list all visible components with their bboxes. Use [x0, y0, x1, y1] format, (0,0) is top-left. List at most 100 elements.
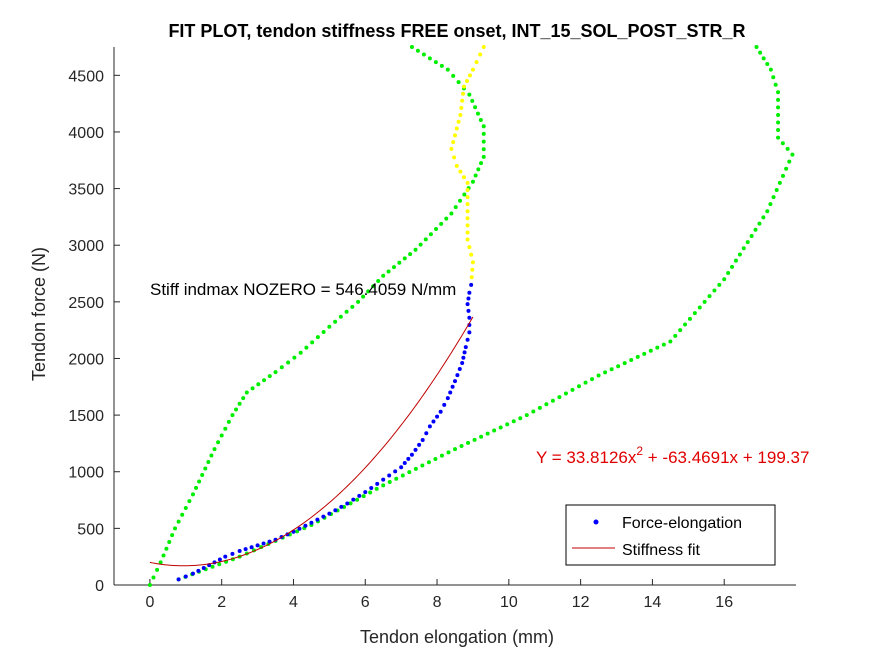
x-tick-label: 6: [361, 594, 370, 611]
data-point: [321, 514, 326, 519]
stiffness-fit-line: [149, 316, 474, 567]
data-point: [421, 52, 426, 57]
x-tick-label: 16: [715, 594, 733, 611]
data-point: [147, 583, 152, 587]
fit-equation-rest: + -63.4691x + 199.37: [643, 448, 809, 467]
data-point: [194, 485, 199, 490]
data-point: [210, 564, 215, 569]
data-point: [478, 52, 483, 57]
data-point: [376, 279, 381, 284]
data-point: [498, 425, 503, 430]
data-point: [369, 485, 374, 490]
data-point: [466, 440, 471, 445]
data-point: [345, 501, 350, 506]
data-point: [472, 437, 477, 442]
data-point: [683, 322, 688, 327]
data-point: [459, 443, 464, 448]
data-point: [476, 167, 481, 172]
data-point: [603, 370, 608, 375]
data-point: [397, 260, 402, 265]
data-point: [470, 267, 475, 272]
data-point: [733, 258, 738, 263]
data-point: [481, 131, 486, 136]
data-point: [164, 546, 169, 551]
data-point: [455, 373, 460, 378]
data-point: [481, 124, 486, 129]
data-point: [737, 252, 742, 257]
data-point: [158, 560, 163, 565]
data-point: [464, 78, 469, 83]
data-point: [428, 232, 433, 237]
data-point: [563, 391, 568, 396]
data-point: [505, 422, 510, 427]
data-point: [771, 75, 776, 80]
data-point: [461, 91, 466, 96]
data-point: [423, 237, 428, 242]
data-point: [583, 380, 588, 385]
data-point: [470, 260, 475, 265]
data-point: [217, 557, 222, 562]
data-point: [531, 409, 536, 414]
data-point: [469, 252, 474, 257]
data-point: [771, 195, 776, 200]
data-point: [465, 237, 470, 242]
data-point: [368, 490, 373, 495]
data-point: [467, 290, 472, 295]
data-point: [451, 73, 456, 78]
data-point: [445, 396, 450, 401]
data-point: [776, 112, 781, 117]
data-point: [470, 67, 475, 72]
data-point: [435, 414, 440, 419]
y-axis-label: Tendon force (N): [29, 247, 49, 381]
x-axis-label: Tendon elongation (mm): [360, 627, 554, 647]
data-point: [749, 233, 754, 238]
data-point: [774, 187, 779, 192]
data-point: [481, 154, 486, 159]
data-point: [333, 508, 338, 513]
data-point: [485, 431, 490, 436]
data-point: [707, 294, 712, 299]
data-point: [518, 416, 523, 421]
data-point: [776, 120, 781, 125]
data-point: [176, 577, 181, 582]
data-point: [787, 159, 792, 164]
data-point: [391, 265, 396, 270]
data-point: [180, 512, 185, 517]
data-point: [465, 337, 470, 342]
data-point: [481, 139, 486, 144]
data-point: [462, 192, 467, 197]
data-point: [460, 361, 465, 366]
data-point: [387, 480, 392, 485]
series-4: [449, 45, 486, 287]
data-point: [524, 413, 529, 418]
data-point: [200, 472, 205, 477]
x-tick-label: 2: [217, 594, 226, 611]
data-point: [730, 264, 735, 269]
fit-equation-main: Y = 33.8126x: [536, 448, 637, 467]
y-tick-label: 500: [77, 521, 104, 538]
data-point: [424, 431, 429, 436]
legend-box: [565, 504, 776, 566]
data-point: [408, 252, 413, 257]
data-point: [741, 246, 746, 251]
data-point: [420, 438, 425, 443]
x-tick-label: 12: [572, 594, 590, 611]
data-point: [201, 566, 206, 571]
data-point: [420, 463, 425, 468]
data-point: [776, 128, 781, 133]
data-point: [361, 294, 366, 299]
data-point: [479, 434, 484, 439]
data-point: [241, 396, 246, 401]
data-point: [279, 365, 284, 370]
data-point: [250, 386, 255, 391]
data-point: [339, 504, 344, 509]
data-point: [692, 311, 697, 316]
data-point: [761, 56, 766, 61]
data-point: [244, 390, 249, 395]
series-2: [147, 45, 486, 587]
data-point: [544, 402, 549, 407]
data-point: [456, 119, 461, 124]
data-point: [451, 140, 456, 145]
data-point: [327, 511, 332, 516]
data-point: [366, 289, 371, 294]
